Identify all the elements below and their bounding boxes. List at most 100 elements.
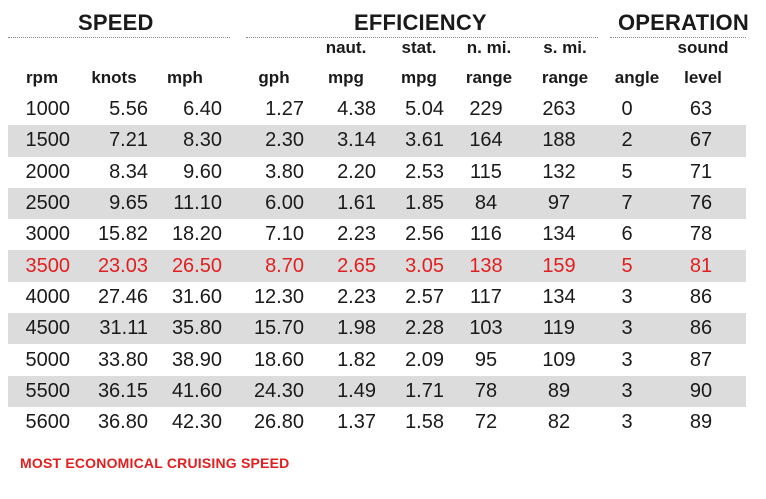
mph-cell: 8.30 [148,125,222,157]
performance-rows: 1000 5.56 6.40 1.27 4.38 5.04 229 263 0 63 1500 7.2… [8,94,746,439]
knots-cell: 27.46 [74,281,148,314]
stat-mpg-cell: 2.28 [380,313,452,345]
naut-mpg-cell: 2.23 [304,281,380,314]
operation-group-header: OPERATION [618,10,749,35]
rpm-cell: 2000 [8,156,74,188]
header-naut: naut. [325,38,367,57]
angle-cell: 5 [598,250,656,282]
sound-level-cell: 86 [656,281,746,314]
nmi-range-cell: 103 [452,313,520,345]
table-row: 5500 36.15 41.60 24.30 1.49 1.71 78 89 3 90 [8,375,746,407]
table-row: 3000 15.82 18.20 7.10 2.23 2.56 116 134 6 78 [8,219,746,251]
nmi-range-cell: 164 [452,125,520,157]
rpm-cell: 4000 [8,281,74,314]
mph-cell: 35.80 [148,313,222,345]
header-level: level [684,68,722,87]
sound-level-cell: 87 [656,344,746,376]
angle-cell: 6 [598,219,656,251]
header-smi-range: range [541,68,589,87]
stat-mpg-cell: 3.61 [380,125,452,157]
rpm-cell: 2500 [8,187,74,220]
stat-mpg-cell: 2.57 [380,281,452,314]
mph-cell: 38.90 [148,344,222,376]
efficiency-group-header: EFFICIENCY [354,10,487,35]
table-row: 4500 31.11 35.80 15.70 1.98 2.28 103 119 3 86 [8,313,746,345]
header-gph: gph [258,68,290,87]
efficiency-rule [246,37,598,38]
sound-level-cell: 76 [656,187,746,220]
gph-cell: 1.27 [222,94,304,126]
smi-range-cell: 109 [520,344,598,376]
naut-mpg-cell: 1.37 [304,406,380,439]
angle-cell: 2 [598,125,656,157]
gph-cell: 8.70 [222,250,304,282]
gph-cell: 26.80 [222,406,304,439]
naut-mpg-cell: 4.38 [304,94,380,126]
naut-mpg-cell: 1.49 [304,375,380,407]
stat-mpg-cell: 1.58 [380,406,452,439]
footnote-economical-speed: MOST ECONOMICAL CRUISING SPEED [20,455,290,471]
angle-cell: 3 [598,344,656,376]
sound-level-cell: 78 [656,219,746,251]
sound-level-cell: 89 [656,406,746,439]
stat-mpg-cell: 1.71 [380,375,452,407]
angle-cell: 3 [598,281,656,314]
knots-cell: 8.34 [74,156,148,188]
header-nmi: n. mi. [466,38,512,57]
gph-cell: 2.30 [222,125,304,157]
rpm-cell: 1000 [8,94,74,126]
knots-cell: 31.11 [74,313,148,345]
header-naut-mpg: mpg [328,68,364,87]
table-row: 3500 23.03 26.50 8.70 2.65 3.05 138 159 5 81 [8,250,746,282]
knots-cell: 15.82 [74,219,148,251]
sound-level-cell: 71 [656,156,746,188]
knots-cell: 36.15 [74,375,148,407]
mph-cell: 6.40 [148,94,222,126]
table-row: 5600 36.80 42.30 26.80 1.37 1.58 72 82 3 89 [8,406,746,439]
angle-cell: 7 [598,187,656,220]
sound-level-cell: 67 [656,125,746,157]
mph-cell: 31.60 [148,281,222,314]
header-stat-mpg: mpg [401,68,437,87]
mph-cell: 26.50 [148,250,222,282]
nmi-range-cell: 78 [452,375,520,407]
smi-range-cell: 119 [520,313,598,345]
naut-mpg-cell: 3.14 [304,125,380,157]
knots-cell: 33.80 [74,344,148,376]
sound-level-cell: 81 [656,250,746,282]
nmi-range-cell: 138 [452,250,520,282]
stat-mpg-cell: 2.09 [380,344,452,376]
knots-cell: 9.65 [74,187,148,220]
mph-cell: 18.20 [148,219,222,251]
smi-range-cell: 97 [520,187,598,220]
stat-mpg-cell: 3.05 [380,250,452,282]
sound-level-cell: 86 [656,313,746,345]
header-mph: mph [167,68,203,87]
gph-cell: 12.30 [222,281,304,314]
knots-cell: 36.80 [74,406,148,439]
table-row: 1500 7.21 8.30 2.30 3.14 3.61 164 188 2 67 [8,125,746,157]
smi-range-cell: 134 [520,281,598,314]
naut-mpg-cell: 1.98 [304,313,380,345]
rpm-cell: 3000 [8,219,74,251]
sound-level-cell: 63 [656,94,746,126]
nmi-range-cell: 72 [452,406,520,439]
table-row: 5000 33.80 38.90 18.60 1.82 2.09 95 109 3 87 [8,344,746,376]
header-rpm: rpm [25,68,59,87]
angle-cell: 3 [598,375,656,407]
header-smi: s. mi. [543,38,587,57]
angle-cell: 5 [598,156,656,188]
header-stat: stat. [401,38,437,57]
mph-cell: 11.10 [148,187,222,220]
stat-mpg-cell: 1.85 [380,187,452,220]
naut-mpg-cell: 2.65 [304,250,380,282]
stat-mpg-cell: 2.56 [380,219,452,251]
stat-mpg-cell: 2.53 [380,156,452,188]
stat-mpg-cell: 5.04 [380,94,452,126]
knots-cell: 7.21 [74,125,148,157]
rpm-cell: 5600 [8,406,74,439]
rpm-cell: 4500 [8,313,74,345]
table-row: 4000 27.46 31.60 12.30 2.23 2.57 117 134 3 86 [8,281,746,314]
header-sound: sound [677,38,729,57]
nmi-range-cell: 229 [452,94,520,126]
